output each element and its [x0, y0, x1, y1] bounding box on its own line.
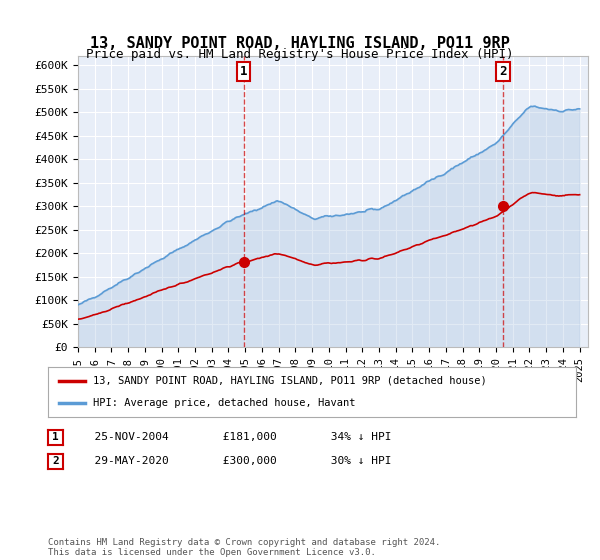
Text: 13, SANDY POINT ROAD, HAYLING ISLAND, PO11 9RP: 13, SANDY POINT ROAD, HAYLING ISLAND, PO… — [90, 36, 510, 52]
Text: 2: 2 — [52, 456, 59, 466]
Text: HPI: Average price, detached house, Havant: HPI: Average price, detached house, Hava… — [93, 398, 355, 408]
Text: 1: 1 — [52, 432, 59, 442]
Text: 2: 2 — [499, 65, 506, 78]
Text: 29-MAY-2020        £300,000        30% ↓ HPI: 29-MAY-2020 £300,000 30% ↓ HPI — [81, 456, 392, 466]
Text: Contains HM Land Registry data © Crown copyright and database right 2024.
This d: Contains HM Land Registry data © Crown c… — [48, 538, 440, 557]
Text: Price paid vs. HM Land Registry's House Price Index (HPI): Price paid vs. HM Land Registry's House … — [86, 48, 514, 60]
Text: 1: 1 — [240, 65, 247, 78]
Text: 13, SANDY POINT ROAD, HAYLING ISLAND, PO11 9RP (detached house): 13, SANDY POINT ROAD, HAYLING ISLAND, PO… — [93, 376, 487, 386]
Text: 25-NOV-2004        £181,000        34% ↓ HPI: 25-NOV-2004 £181,000 34% ↓ HPI — [81, 432, 392, 442]
